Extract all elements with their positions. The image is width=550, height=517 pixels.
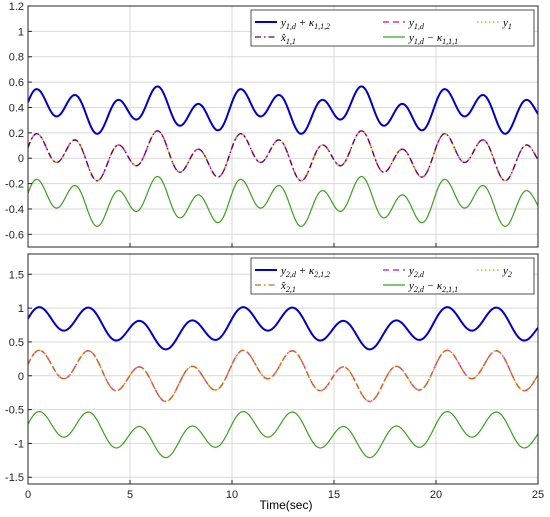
top-series-group <box>28 85 538 227</box>
bottom-y-tick-label: 0.5 <box>9 337 24 349</box>
top-axes-frame <box>27 5 539 248</box>
bottom-series-line-4 <box>28 349 538 403</box>
bottom-series-line-5 <box>28 410 538 459</box>
bottom-series-line-1 <box>28 306 538 351</box>
bottom-legend-label: y2 <box>502 265 512 279</box>
bottom-legend-item-1: y2,d + κ2,1,2 <box>255 265 330 279</box>
top-series-line-3 <box>28 130 538 182</box>
bottom-y-tick-label: 0 <box>18 371 24 383</box>
bottom-y-tick-label: -1 <box>14 438 24 450</box>
top-y-tick-label: 0.2 <box>9 128 24 140</box>
top-legend-label: y1 <box>502 17 512 31</box>
top-legend-item-3: y1 <box>477 17 512 31</box>
top-legend-label: y1,d − κ1,1,1 <box>408 32 458 46</box>
bottom-x-tick-label: 10 <box>226 489 238 501</box>
bottom-legend-label: x̂2,1 <box>280 280 296 294</box>
top-legend: y1,d + κ1,1,2 y1,d y1 x̂1,1 y1,d − κ1,1,1 <box>250 9 535 47</box>
top-y-tick-label: 1 <box>18 26 24 38</box>
bottom-y-tick-label: 1.5 <box>9 269 24 281</box>
top-y-tick-label: -0.4 <box>5 204 24 216</box>
top-y-tick-label: 0.4 <box>9 102 24 114</box>
top-y-tick-label: 0.8 <box>9 52 24 64</box>
top-legend-item-5: y1,d − κ1,1,1 <box>383 32 458 46</box>
bottom-legend-label: y2,d − κ2,1,1 <box>408 280 458 294</box>
top-y-tick-label: -0.6 <box>5 229 24 241</box>
bottom-legend-box <box>250 257 535 295</box>
x-axis-label: Time(sec) <box>260 498 313 512</box>
bottom-plot-panel: -1.5 -1 -0.5 0 0.5 1 1.5 0 5 10 15 20 25 y2,d + κ2,1,… <box>5 253 544 501</box>
bottom-x-tick-label: 5 <box>127 489 133 501</box>
bottom-legend-label: y2,d + κ2,1,2 <box>280 265 330 279</box>
top-legend-item-4: x̂1,1 <box>255 32 296 46</box>
top-legend-label: y1,d + κ1,1,2 <box>280 17 330 31</box>
bottom-y-tick-label: 1 <box>18 303 24 315</box>
top-legend-box <box>250 9 535 47</box>
top-plot-panel: -0.6 -0.4 -0.2 0 0.2 0.4 0.6 0.8 1 1.2 y1,d + κ1,1… <box>5 1 539 248</box>
bottom-series-group <box>28 306 538 459</box>
bottom-x-tick-label: 25 <box>532 489 544 501</box>
bottom-legend-item-3: y2 <box>477 265 512 279</box>
top-y-tick-label: 1.2 <box>9 1 24 13</box>
top-series-line-1 <box>28 85 538 135</box>
top-y-tick-label: 0 <box>18 153 24 165</box>
top-legend-label: x̂1,1 <box>280 32 296 46</box>
bottom-legend-item-4: x̂2,1 <box>255 280 296 294</box>
top-y-tick-label: 0.6 <box>9 77 24 89</box>
bottom-legend: y2,d + κ2,1,2 y2,d y2 x̂2,1 y2,d − κ2,1,1 <box>250 257 535 295</box>
top-legend-item-2: y1,d <box>383 17 425 31</box>
bottom-y-tick-label: -1.5 <box>5 472 24 484</box>
bottom-axes-frame <box>27 253 539 485</box>
bottom-x-tick-label: 0 <box>25 489 31 501</box>
bottom-x-tick-label: 20 <box>430 489 442 501</box>
bottom-y-tick-label: -0.5 <box>5 405 24 417</box>
top-series-line-4 <box>28 130 538 182</box>
top-y-tick-label: -0.2 <box>5 179 24 191</box>
top-legend-label: y1,d <box>408 17 425 31</box>
bottom-legend-item-2: y2,d <box>383 265 425 279</box>
bottom-x-tick-label: 15 <box>328 489 340 501</box>
bottom-legend-item-5: y2,d − κ2,1,1 <box>383 280 458 294</box>
top-series-line-5 <box>28 175 538 227</box>
top-legend-item-1: y1,d + κ1,1,2 <box>255 17 330 31</box>
bottom-series-line-3 <box>28 349 538 403</box>
bottom-legend-label: y2,d <box>408 265 425 279</box>
